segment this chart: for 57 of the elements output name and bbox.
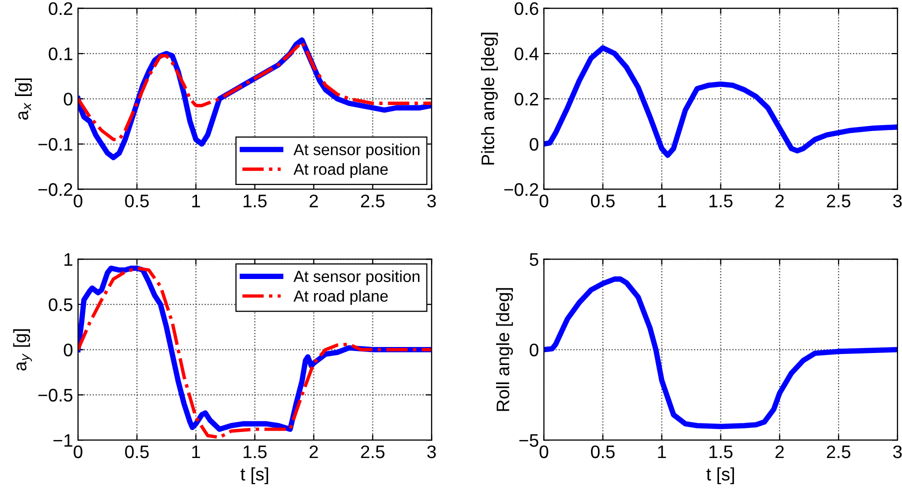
x-tick-label: 1.5 — [710, 446, 732, 458]
x-tick-label: 0.5 — [125, 194, 149, 208]
y-tick-label: −0.2 — [38, 183, 72, 196]
x-tick-label: 2.5 — [361, 445, 384, 458]
legend-label: At road plane — [294, 290, 388, 305]
y-axis-title: Roll angle [deg] — [496, 288, 513, 411]
text: At sensor position — [294, 270, 420, 286]
x-tick-label: 0 — [74, 194, 82, 208]
x-tick-label: 1 — [192, 194, 200, 208]
x-tick-label: 0 — [540, 194, 548, 208]
y-axis-title: Pitch angle [deg] — [481, 32, 498, 165]
legend-label: At road plane — [294, 163, 388, 178]
x-tick-label: 3 — [427, 194, 436, 208]
y-tick-label: 0 — [530, 138, 538, 151]
x-tick-label: 0 — [74, 445, 82, 458]
x-tick-label: 1 — [658, 446, 666, 458]
x-tick-label: 1.5 — [244, 194, 267, 208]
y-axis-title: a$_{x}$ [g] — [14, 78, 32, 120]
x-tick-label: 2.5 — [826, 445, 850, 458]
x-tick-label: 0 — [540, 445, 548, 458]
y-tick-label: 0.1 — [48, 47, 72, 60]
y-tick-label: 0.4 — [514, 47, 539, 60]
x-tick-label: 2 — [776, 194, 784, 208]
y-tick-label: −0.5 — [38, 388, 72, 402]
x-tick-label: 2 — [776, 445, 784, 458]
x-tick-label: 2 — [310, 445, 318, 458]
x-tick-label: 3 — [893, 445, 902, 458]
y-tick-label: −5 — [519, 434, 538, 447]
y-tick-label: 0 — [530, 344, 538, 356]
y-tick-label: 0.2 — [514, 92, 538, 106]
x-tick-label: 0.5 — [125, 445, 149, 458]
y-tick-label: −0.2 — [504, 183, 538, 196]
y-tick-label: 0 — [64, 92, 72, 106]
y-tick-label: 5 — [530, 253, 538, 266]
x-tick-label: 2.5 — [826, 194, 850, 208]
x-axis-title: t [s] — [706, 467, 734, 484]
y-tick-label: −0.1 — [38, 138, 72, 151]
y-axis-title: a$_{y}$ [g] — [13, 329, 32, 371]
y-tick-label: 0.6 — [514, 2, 538, 16]
x-tick-label: 0.5 — [590, 194, 615, 208]
x-tick-label: 2 — [310, 194, 318, 208]
y-tick-label: 0.5 — [48, 298, 72, 312]
x-tick-label: 1.5 — [710, 194, 732, 208]
x-tick-label: 3 — [427, 445, 436, 458]
y-tick-label: 1 — [64, 253, 72, 266]
x-tick-label: 1 — [658, 194, 666, 208]
y-tick-label: 0 — [64, 344, 72, 356]
x-tick-label: 2.5 — [361, 194, 384, 208]
x-tick-label: 0.5 — [590, 445, 615, 458]
y-tick-label: 0.2 — [48, 2, 72, 16]
y-tick-label: −1 — [53, 434, 72, 447]
x-tick-label: 3 — [893, 194, 902, 208]
line-series — [78, 40, 432, 142]
x-axis-title: t [s] — [240, 467, 268, 484]
x-tick-label: 1 — [192, 446, 200, 458]
legend-label: At sensor position — [294, 143, 420, 158]
x-tick-label: 1.5 — [244, 446, 267, 458]
